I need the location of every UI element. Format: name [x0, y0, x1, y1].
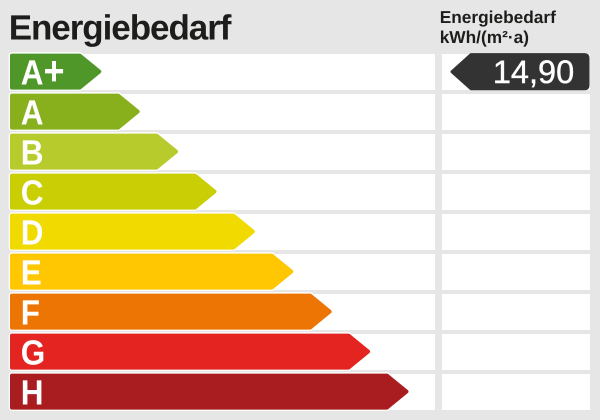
svg-text:B: B — [21, 133, 44, 172]
svg-text:A: A — [21, 93, 44, 132]
svg-text:Energiebedarf: Energiebedarf — [9, 9, 232, 48]
svg-text:kWh/(m²·a): kWh/(m²·a) — [440, 27, 529, 47]
svg-text:F: F — [21, 293, 40, 332]
svg-text:Energiebedarf: Energiebedarf — [440, 7, 556, 27]
svg-text:G: G — [21, 333, 46, 372]
svg-text:A+: A+ — [21, 49, 65, 93]
svg-text:C: C — [21, 173, 44, 212]
svg-text:D: D — [21, 213, 44, 252]
svg-text:H: H — [21, 373, 44, 412]
svg-text:E: E — [21, 253, 42, 292]
svg-text:14,90: 14,90 — [493, 54, 574, 90]
